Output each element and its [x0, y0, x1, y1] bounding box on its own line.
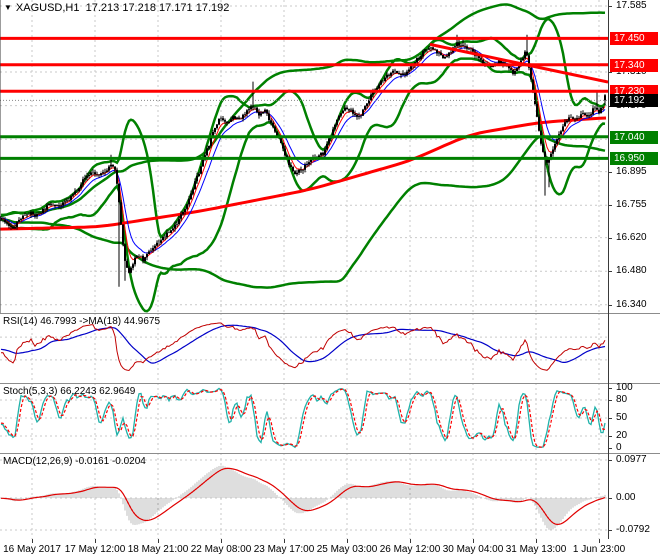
- time-axis-label: 18 May 21:00: [127, 544, 189, 555]
- axis-tick: [608, 388, 612, 389]
- current-price-badge: 17.192: [610, 94, 658, 108]
- price-tick-label: 16.895: [616, 165, 647, 177]
- symbol-dropdown-icon[interactable]: ▼: [4, 3, 12, 12]
- symbol-period-label: XAGUSD,H1: [15, 2, 80, 14]
- time-axis-tick: [347, 539, 348, 543]
- time-axis-tick: [32, 539, 33, 543]
- macd-label: MACD(12,26,9) -0.0161 -0.0204: [3, 456, 146, 467]
- stoch-tick-label: 50: [616, 412, 628, 423]
- price-tick-label: 16.755: [616, 199, 647, 211]
- rsi-label: RSI(14) 46.7993 ->MA(18) 44.9675: [3, 316, 161, 327]
- macd-pane[interactable]: [0, 453, 608, 539]
- time-axis-label: 31 May 13:00: [505, 544, 567, 555]
- pane-separator[interactable]: [0, 453, 660, 454]
- level-price-badge: 16.950: [610, 152, 658, 166]
- rsi-pane[interactable]: [0, 313, 608, 383]
- axis-tick: [608, 498, 612, 499]
- time-axis-tick: [473, 539, 474, 543]
- time-axis-tick: [599, 539, 600, 543]
- axis-tick: [608, 448, 612, 449]
- time-axis-label: 22 May 08:00: [190, 544, 252, 555]
- axis-tick: [608, 205, 612, 207]
- time-axis[interactable]: 16 May 2017 17 May 12:00 18 May 21:00 22 Ma…: [0, 539, 660, 560]
- axis-tick: [608, 436, 612, 437]
- axis-tick: [608, 72, 612, 73]
- axis-tick: [608, 6, 612, 7]
- axis-tick: [608, 460, 612, 461]
- time-axis-label: 1 Jun 23:00: [572, 544, 626, 555]
- time-axis-tick: [284, 539, 285, 543]
- stoch-pane[interactable]: [0, 383, 608, 453]
- level-price-badge: 17.040: [610, 130, 658, 144]
- time-axis-tick: [410, 539, 411, 543]
- stoch-tick-label: 80: [616, 394, 628, 405]
- axis-tick: [608, 400, 612, 401]
- price-axis-border: [608, 0, 609, 539]
- time-axis-label: 16 May 2017: [3, 544, 61, 555]
- price-axis[interactable]: 17.58517.31017.17016.89516.75516.62016.4…: [608, 0, 660, 539]
- stoch-tick-label: 20: [616, 430, 628, 441]
- macd-tick-label: 0.00: [616, 492, 636, 503]
- axis-tick: [608, 418, 612, 419]
- time-axis-label: 26 May 12:00: [379, 544, 441, 555]
- axis-tick: [608, 271, 612, 273]
- time-axis-tick: [158, 539, 159, 543]
- price-tick-label: 17.585: [616, 0, 647, 11]
- time-axis-label: 17 May 12:00: [64, 544, 126, 555]
- axis-tick: [608, 237, 612, 239]
- level-price-badge: 17.340: [610, 58, 658, 72]
- stoch-tick-label: 0: [616, 442, 622, 453]
- level-price-badge: 17.450: [610, 32, 658, 46]
- axis-tick: [608, 530, 612, 531]
- ohlc-readout: 17.213 17.218 17.171 17.192: [85, 2, 230, 14]
- pane-separator[interactable]: [0, 383, 660, 384]
- pane-separator[interactable]: [0, 313, 660, 314]
- time-axis-tick: [536, 539, 537, 543]
- axis-tick: [608, 171, 612, 173]
- macd-tick-label: 0.0977: [616, 454, 647, 465]
- time-axis-label: 30 May 04:00: [442, 544, 504, 555]
- price-tick-label: 16.340: [616, 298, 647, 310]
- time-axis-tick: [95, 539, 96, 543]
- stoch-tick-label: 100: [616, 382, 633, 393]
- time-axis-label: 25 May 03:00: [316, 544, 378, 555]
- axis-tick: [608, 304, 612, 306]
- price-tick-label: 16.620: [616, 231, 647, 243]
- main-chart[interactable]: [0, 0, 608, 313]
- time-axis-tick: [221, 539, 222, 543]
- chart-title: ▼ XAGUSD,H1 17.213 17.218 17.171 17.192: [4, 2, 229, 14]
- price-tick-label: 16.480: [616, 265, 647, 277]
- stoch-label: Stoch(5,3,3) 66.2243 62.9649: [3, 386, 136, 397]
- time-axis-label: 23 May 17:00: [253, 544, 315, 555]
- macd-tick-label: -0.0792: [616, 524, 650, 535]
